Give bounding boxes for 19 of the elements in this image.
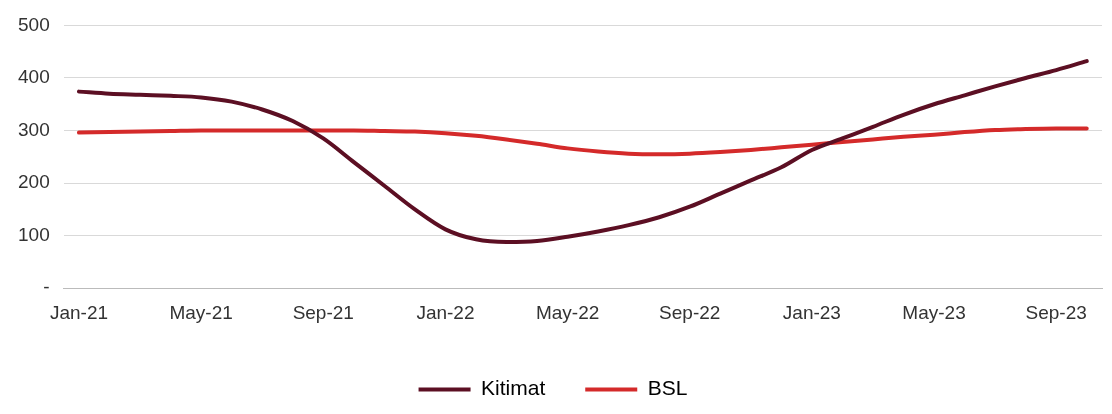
x-tick-label: Sep-22: [659, 301, 721, 323]
y-tick-label: 500: [18, 13, 50, 35]
x-tick-label: May-21: [169, 301, 233, 323]
x-tick-label: Jan-22: [416, 301, 475, 323]
legend-label: BSL: [647, 376, 688, 400]
y-tick-label: 100: [18, 223, 50, 245]
line-series: [76, 126, 1089, 157]
y-tick-label: 300: [18, 118, 50, 140]
legend-label: Kitimat: [481, 376, 546, 400]
x-tick-label: Jan-21: [49, 301, 109, 323]
x-tick-label: May-22: [535, 301, 600, 323]
y-tick-label: 400: [18, 66, 50, 88]
x-tick-label: May-23: [902, 301, 966, 323]
line-series: [76, 59, 1089, 244]
x-tick-label: Sep-21: [292, 301, 354, 323]
y-tick-label: -: [43, 276, 50, 298]
y-tick-label: 200: [18, 171, 50, 193]
x-tick-label: Sep-23: [1025, 301, 1087, 323]
x-tick-label: Jan-23: [782, 301, 841, 323]
